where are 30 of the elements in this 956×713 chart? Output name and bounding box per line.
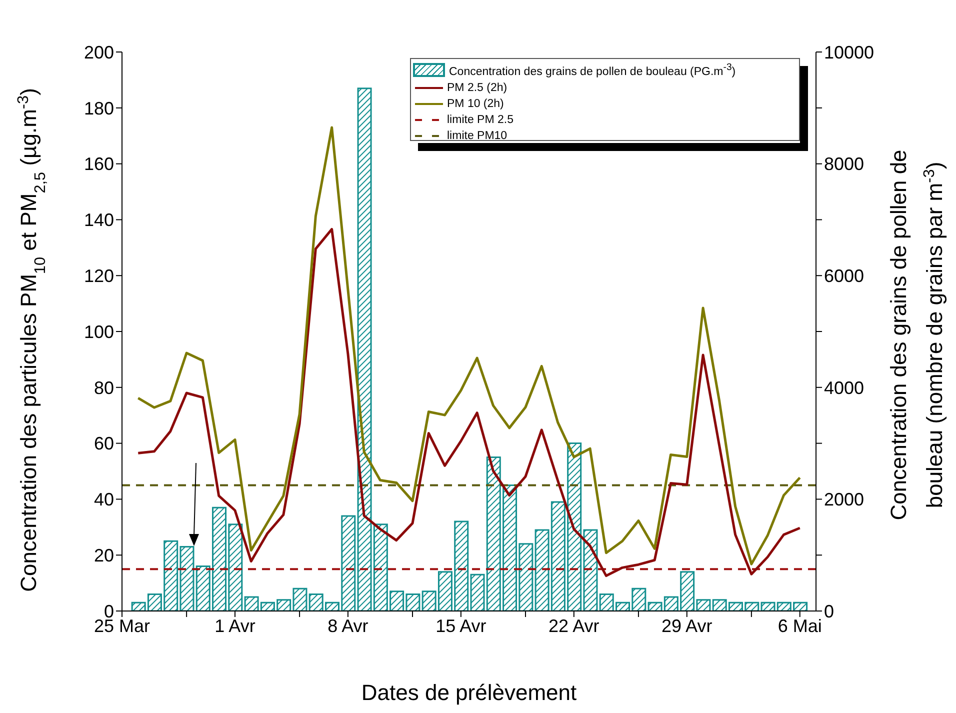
y-tick-label: 100 [84, 322, 114, 342]
legend-label: PM 10 (2h) [447, 96, 504, 112]
y-tick-label: 120 [84, 266, 114, 286]
x-axis-title: Dates de prélèvement [361, 680, 577, 705]
y-tick-label: 20 [94, 545, 114, 566]
legend-label: Concentration des grains de pollen de bouleau (PG.m$^{-3}$) [449, 61, 736, 80]
y-tick-label: 80 [94, 378, 114, 398]
x-tick-label: 29 Avr [662, 616, 712, 636]
line-series [136, 126, 802, 566]
legend-label: limite PM10 [447, 128, 508, 144]
legend-label: limite PM 2.5 [447, 112, 514, 128]
x-tick-label: 8 Avr [328, 616, 368, 636]
y2-tick-label: 0 [824, 601, 834, 622]
y-tick-label: 40 [94, 490, 114, 510]
x-tick-label: 1 Avr [214, 616, 256, 636]
legend-label: PM 2.5 (2h) [447, 80, 508, 96]
y-tick-label: 140 [84, 210, 114, 230]
x-tick-label: 22 Avr [548, 616, 600, 636]
y-tick-label: 60 [94, 434, 114, 454]
line-series [136, 228, 802, 578]
y2-tick-label: 6000 [824, 266, 864, 286]
y-tick-label: 180 [84, 98, 114, 118]
y2-tick-label: 10000 [824, 42, 874, 62]
y2-tick-label: 8000 [824, 154, 864, 174]
x-tick-label: 6 Mai [778, 616, 822, 636]
y-tick-label: 160 [84, 154, 114, 174]
y2-tick-label: 2000 [824, 490, 864, 510]
y-tick-label: 200 [84, 42, 114, 62]
x-tick-label: 15 Avr [436, 616, 486, 636]
y2-tick-label: 4000 [824, 378, 864, 398]
